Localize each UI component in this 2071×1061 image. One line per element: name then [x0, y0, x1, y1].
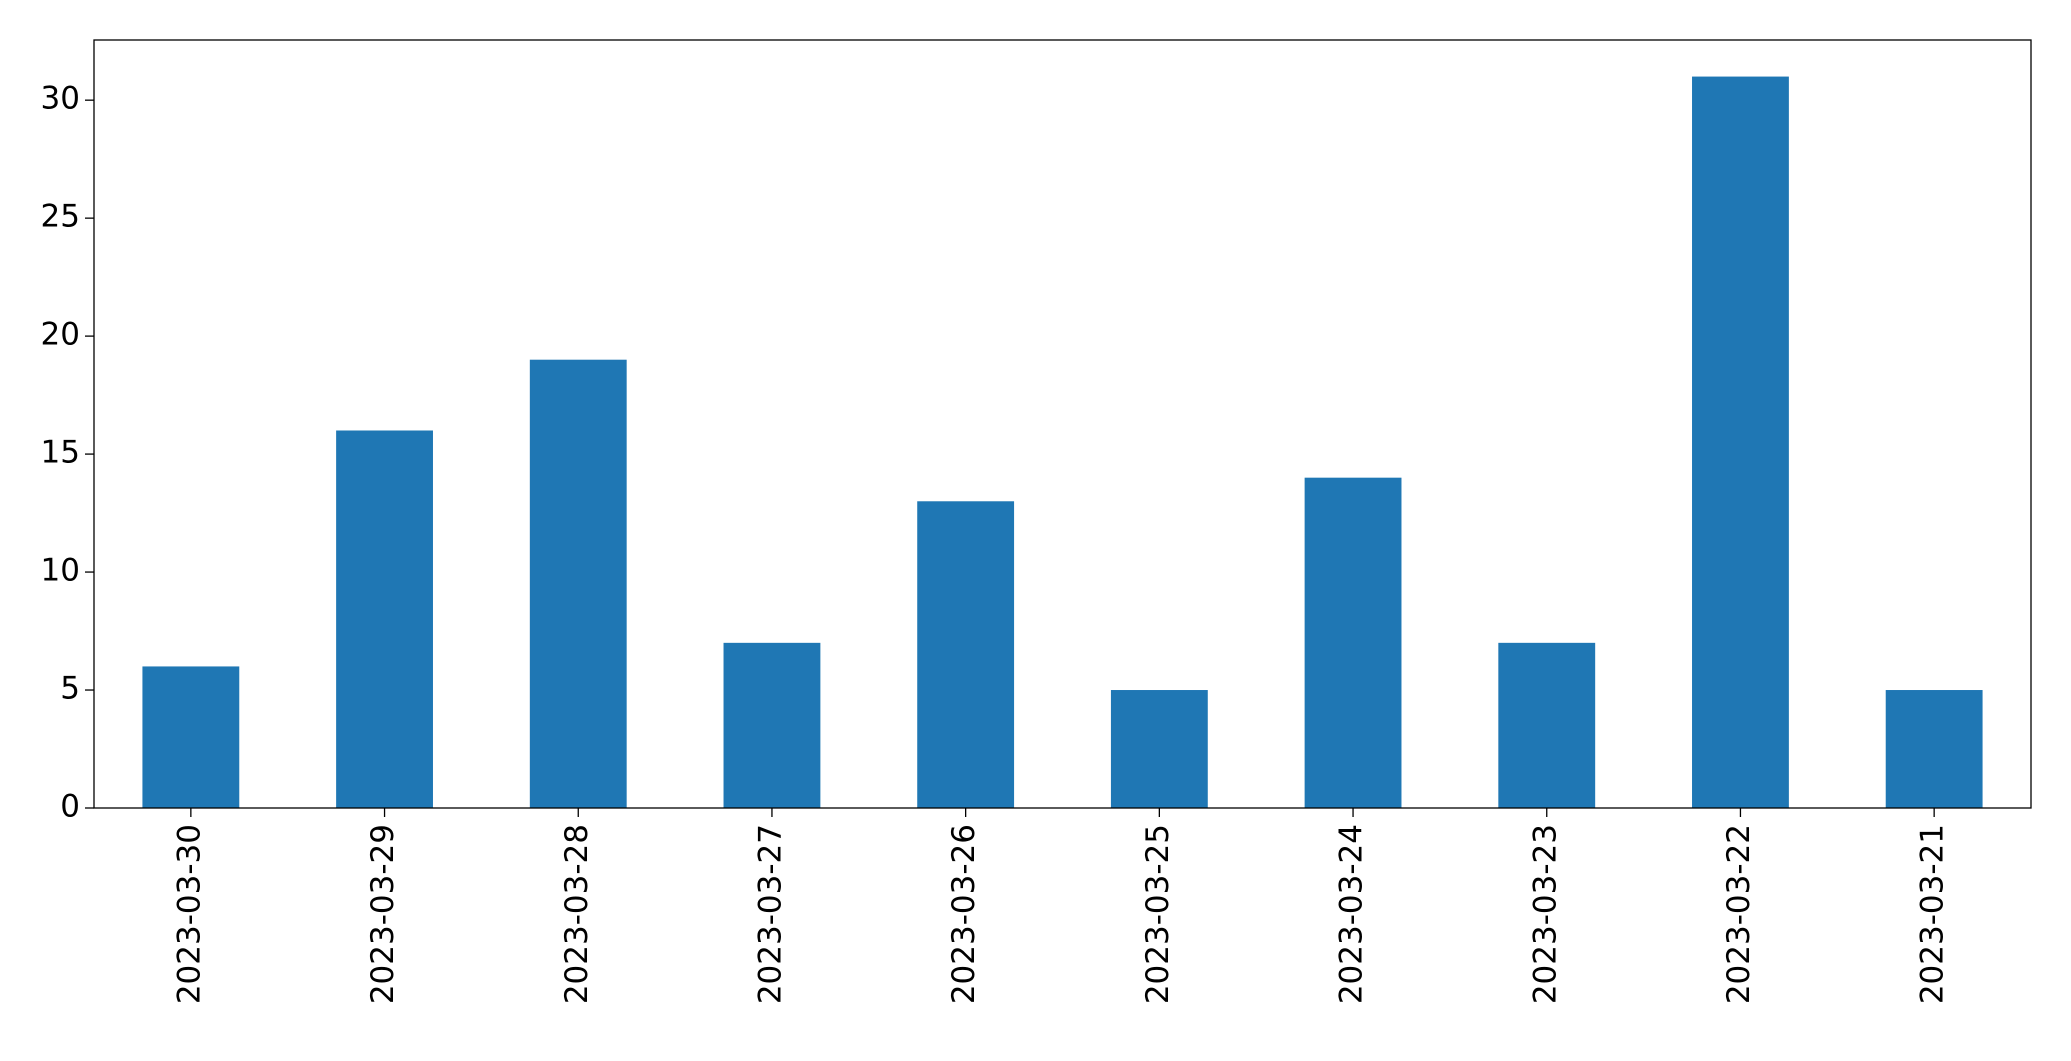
y-tick-label: 20	[41, 317, 80, 353]
bar	[529, 359, 627, 808]
bar	[1498, 642, 1596, 808]
y-tick-label: 25	[41, 199, 80, 235]
bar	[1692, 76, 1789, 809]
plot-frame	[93, 39, 2032, 809]
x-tick-label: 2023-03-21	[1915, 824, 1951, 1004]
bar	[1885, 690, 1983, 808]
x-tick-label: 2023-03-25	[1140, 824, 1176, 1004]
x-tick-label: 2023-03-26	[946, 824, 982, 1004]
y-tick-label: 10	[41, 553, 80, 589]
x-tick-label: 2023-03-22	[1721, 824, 1757, 1004]
bar	[917, 501, 1015, 808]
bar	[1110, 690, 1208, 808]
x-tick-label: 2023-03-24	[1334, 824, 1370, 1004]
x-tick-label: 2023-03-28	[559, 824, 595, 1004]
y-tick-label: 5	[60, 671, 80, 707]
bar	[1304, 477, 1402, 808]
y-tick-label: 30	[41, 81, 80, 117]
bar	[142, 666, 240, 808]
x-tick-label: 2023-03-23	[1527, 824, 1563, 1004]
x-tick-label: 2023-03-30	[171, 824, 207, 1004]
x-tick-label: 2023-03-27	[752, 824, 788, 1004]
y-tick-label: 15	[41, 435, 80, 471]
x-tick-label: 2023-03-29	[365, 824, 401, 1004]
bar	[336, 430, 433, 808]
y-tick-label: 0	[60, 789, 80, 825]
bar	[723, 642, 821, 808]
